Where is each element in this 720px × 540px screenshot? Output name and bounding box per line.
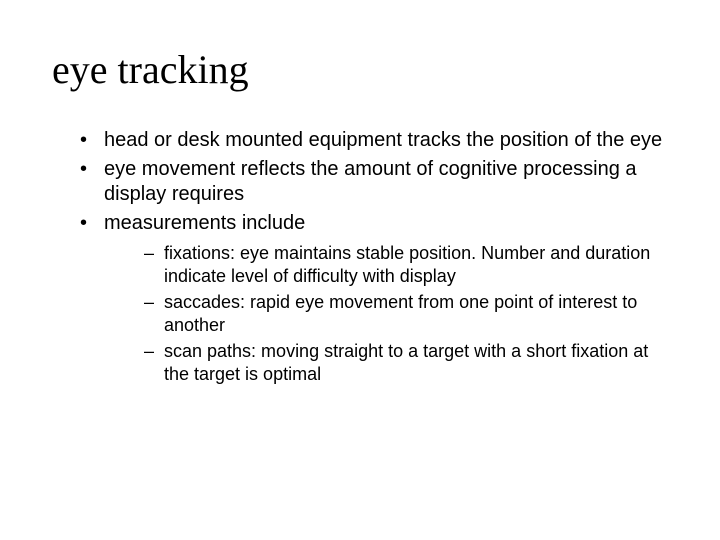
list-item: scan paths: moving straight to a target …: [144, 340, 668, 385]
bullet-text: eye movement reflects the amount of cogn…: [104, 158, 637, 205]
bullet-text: fixations: eye maintains stable position…: [164, 243, 650, 286]
bullet-text: scan paths: moving straight to a target …: [164, 341, 648, 384]
sub-bullet-list: fixations: eye maintains stable position…: [104, 242, 668, 385]
bullet-list: head or desk mounted equipment tracks th…: [52, 128, 668, 385]
list-item: measurements include fixations: eye main…: [80, 211, 668, 385]
slide: eye tracking head or desk mounted equipm…: [0, 0, 720, 540]
bullet-text: measurements include: [104, 212, 305, 234]
bullet-text: head or desk mounted equipment tracks th…: [104, 129, 662, 151]
slide-title: eye tracking: [52, 48, 668, 92]
list-item: eye movement reflects the amount of cogn…: [80, 157, 668, 207]
bullet-text: saccades: rapid eye movement from one po…: [164, 292, 637, 335]
list-item: saccades: rapid eye movement from one po…: [144, 291, 668, 336]
list-item: fixations: eye maintains stable position…: [144, 242, 668, 287]
list-item: head or desk mounted equipment tracks th…: [80, 128, 668, 153]
